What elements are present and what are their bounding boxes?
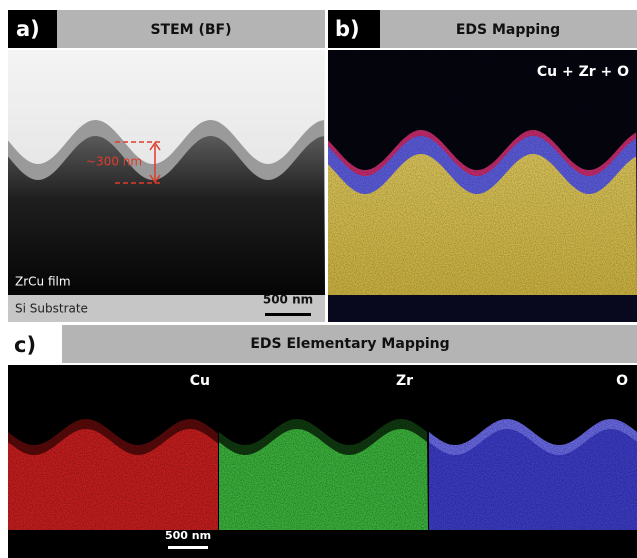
header-bar (380, 10, 637, 48)
scale-bar-label: 500 nm (263, 293, 313, 307)
noise (328, 50, 637, 322)
noise (219, 415, 428, 530)
film (8, 136, 325, 295)
map-label: Cu (190, 373, 210, 389)
noise (429, 415, 637, 530)
map-label: Zr (396, 373, 413, 389)
arrow-head (149, 141, 161, 184)
panel-label: c) (14, 333, 36, 357)
header-bar (62, 325, 637, 363)
noise (8, 415, 218, 530)
label-box (8, 10, 57, 48)
header-bar (57, 10, 325, 48)
film-label: ZrCu film (15, 275, 71, 289)
panel-header: EDS Mapping (456, 22, 560, 38)
scale-bar (168, 546, 208, 549)
substrate-label: Si Substrate (15, 302, 88, 316)
panel-header: EDS Elementary Mapping (250, 336, 449, 352)
map-label: Cu + Zr + O (537, 64, 629, 80)
layout (8, 10, 637, 558)
scale-bar-label: 500 nm (165, 529, 211, 542)
panel-label: b) (335, 17, 360, 41)
panel-header: STEM (BF) (150, 22, 231, 38)
substrate (8, 295, 325, 322)
labels: a) STEM (BF) ~300 nm ZrCu film Si Substr… (14, 17, 629, 542)
thickness-annotation: ~300 nm (86, 155, 142, 169)
map-label: O (616, 373, 628, 389)
panel-label: a) (16, 17, 40, 41)
scale-bar (265, 313, 311, 316)
label-box (328, 10, 380, 48)
